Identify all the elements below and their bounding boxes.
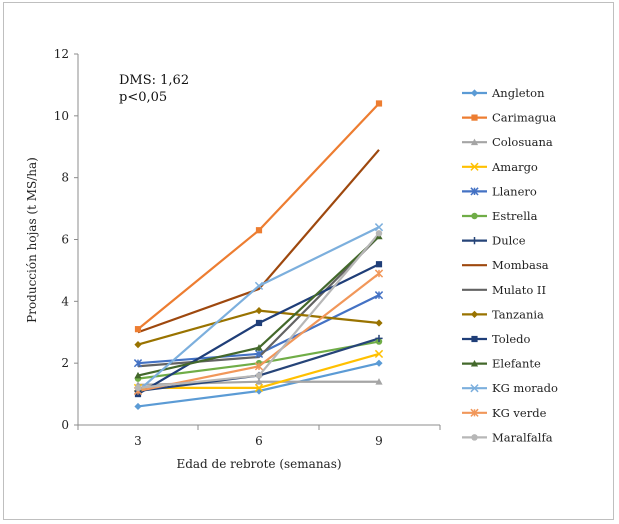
legend-item-carimagua: Carimagua: [462, 111, 556, 125]
data-point-tanzania-6: [255, 307, 263, 315]
legend-label: Carimagua: [492, 111, 556, 125]
legend-label: Tanzania: [492, 307, 544, 321]
data-point-carimagua-3: [134, 326, 142, 333]
legend-item-estrella: Estrella: [462, 209, 538, 223]
data-point-dulce-9: [375, 334, 383, 343]
y-tick-label: 6: [61, 233, 69, 247]
data-point-carimagua-9: [375, 100, 383, 107]
data-point-tanzania-3: [134, 341, 142, 349]
data-point-elefante-6: [255, 344, 263, 351]
legend-label: Maralfalfa: [492, 430, 553, 444]
legend-item-mombasa: Mombasa: [462, 258, 549, 272]
p-value-annotation: p<0,05: [119, 90, 167, 105]
legend-swatch-marker: [470, 162, 479, 171]
series-line-mombasa: [137, 149, 380, 334]
y-tick-label: 8: [61, 171, 69, 185]
legend: Angleton Carimagua Colosuana Amargo Llanero E…: [462, 86, 558, 444]
x-tick-label: 9: [375, 434, 383, 448]
series-markers: [133, 100, 384, 411]
x-tick-label: 3: [134, 434, 142, 448]
legend-item-tanzania: Tanzania: [462, 307, 544, 321]
legend-item-angleton: Angleton: [462, 86, 545, 100]
data-point-llanero-6: [254, 349, 264, 359]
series-line-carimagua: [137, 102, 380, 331]
y-tick-label: 12: [54, 47, 69, 61]
legend-label: Estrella: [492, 209, 538, 223]
legend-swatch-marker: [470, 310, 479, 318]
legend-label: Toledo: [492, 332, 531, 346]
y-tick-label: 10: [54, 109, 69, 123]
legend-item-kg-morado: KG morado: [462, 381, 558, 395]
legend-swatch-marker: [470, 187, 479, 196]
legend-item-elefante: Elefante: [462, 357, 541, 371]
data-point-llanero-3: [133, 359, 143, 368]
legend-swatch-marker: [470, 408, 479, 417]
legend-label: Elefante: [492, 357, 541, 371]
legend-swatch-marker: [470, 360, 479, 367]
data-point-angleton-9: [375, 359, 383, 367]
legend-item-amargo: Amargo: [462, 160, 538, 174]
y-tick-label: 0: [61, 418, 69, 432]
y-axis-label: Producción hojas (t MS/ha): [25, 157, 39, 323]
data-point-amargo-6: [254, 383, 264, 393]
legend-item-maralfalfa: Maralfalfa: [462, 430, 553, 444]
legend-item-llanero: Llanero: [462, 184, 537, 198]
legend-label: KG verde: [492, 406, 547, 420]
data-point-kg-morado-6: [254, 281, 264, 291]
legend-label: Dulce: [492, 234, 526, 248]
data-point-angleton-3: [134, 402, 142, 411]
data-point-llanero-9: [374, 291, 384, 300]
x-axis-label: Edad de rebrote (semanas): [176, 457, 341, 471]
legend-item-kg-verde: KG verde: [462, 406, 547, 420]
data-point-kg-verde-6: [254, 362, 264, 371]
legend-label: Mombasa: [492, 258, 549, 272]
y-tick-label: 2: [61, 356, 69, 370]
legend-item-colosuana: Colosuana: [462, 135, 553, 149]
y-axis-ticks: 0 2 4 6 8 10 12: [54, 47, 78, 432]
data-point-elefante-3: [134, 371, 142, 379]
legend-label: Amargo: [491, 160, 538, 174]
data-point-carimagua-6: [255, 227, 263, 234]
x-tick-label: 6: [255, 434, 263, 448]
legend-label: Colosuana: [492, 135, 553, 149]
data-point-toledo-9: [375, 261, 383, 268]
data-point-maralfalfa-3: [134, 384, 142, 392]
legend-swatch-marker: [470, 384, 479, 393]
data-point-kg-morado-9: [374, 223, 384, 232]
legend-label: Angleton: [491, 86, 545, 100]
data-point-colosuana-9: [375, 378, 383, 385]
legend-swatch-marker: [471, 335, 478, 343]
y-tick-label: 4: [61, 294, 69, 308]
data-point-colosuana-6: [255, 378, 263, 385]
dms-annotation: DMS: 1,62: [119, 73, 189, 88]
legend-label: Llanero: [492, 184, 537, 198]
legend-swatch-marker: [471, 114, 478, 121]
legend-swatch-marker: [471, 212, 478, 220]
data-point-amargo-9: [374, 349, 384, 359]
data-point-kg-verde-9: [374, 269, 384, 278]
data-point-maralfalfa-6: [255, 372, 263, 379]
x-axis-ticks: 3 6 9: [77, 425, 441, 448]
data-point-toledo-6: [255, 319, 263, 327]
series-line-tanzania: [137, 309, 380, 346]
legend-item-dulce: Dulce: [462, 234, 526, 248]
legend-label: Mulato II: [492, 283, 546, 297]
data-point-maralfalfa-9: [375, 230, 383, 237]
legend-label: KG morado: [492, 381, 558, 395]
legend-item-mulato-ii: Mulato II: [462, 283, 546, 297]
data-point-tanzania-9: [375, 319, 383, 327]
legend-swatch-marker: [470, 237, 479, 245]
legend-swatch-marker: [471, 434, 478, 441]
legend-item-toledo: Toledo: [462, 332, 531, 346]
legend-swatch-marker: [470, 138, 479, 146]
legend-swatch-marker: [470, 89, 479, 97]
